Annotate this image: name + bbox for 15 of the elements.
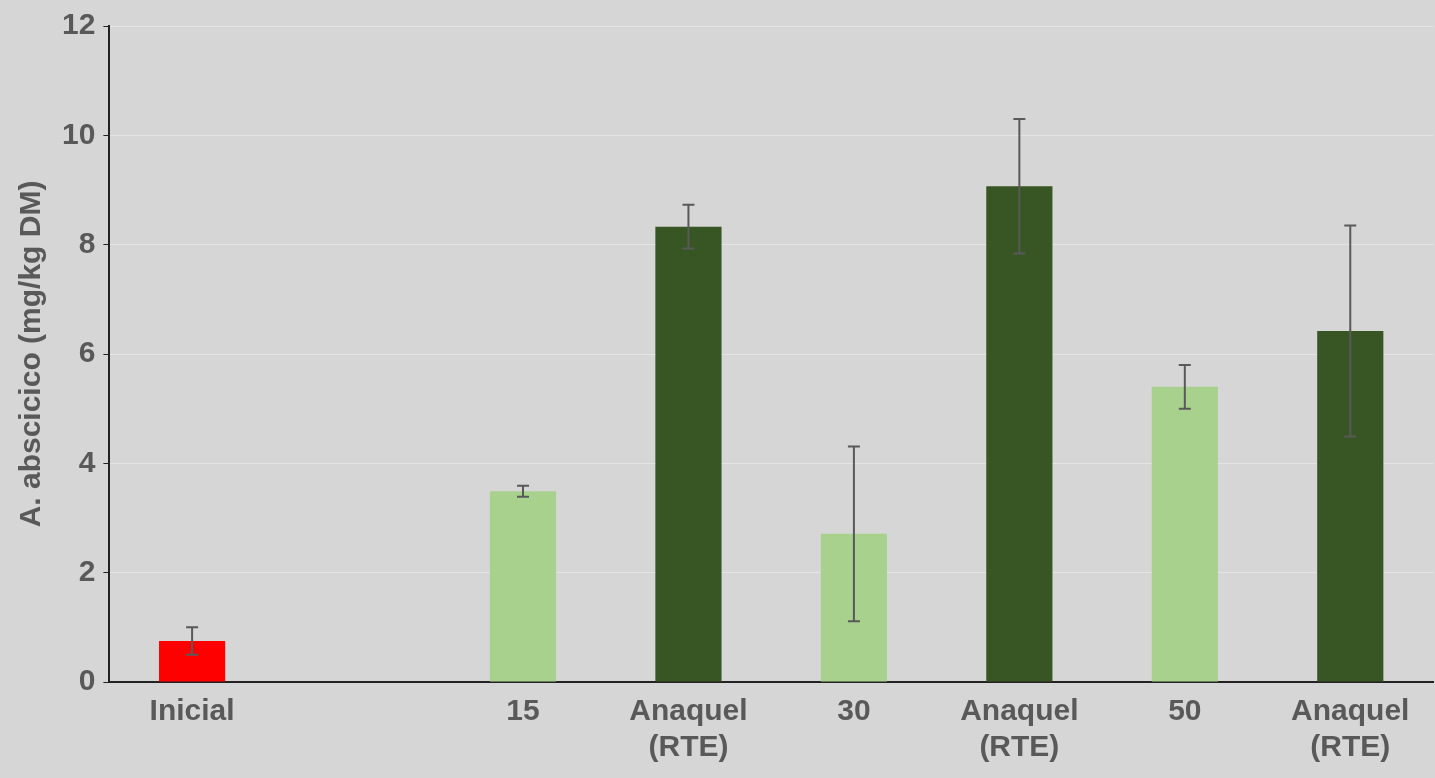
y-tick-label: 10 [61,116,96,150]
y-tick-label: 0 [78,663,96,697]
y-tick-label: 6 [78,335,96,369]
y-tick-label: 12 [61,7,96,41]
y-axis-title: A. abscicico (mg/kg DM) [13,180,47,528]
x-tick-label: 15 [506,693,540,727]
x-tick-label: Anaquel (RTE) [629,693,748,763]
y-tick-label: 8 [78,225,96,259]
x-tick-label: Inicial [149,693,235,727]
x-tick-label: Anaquel (RTE) [1291,693,1410,763]
x-tick-label: 50 [1168,693,1202,727]
y-tick-label: 2 [78,553,96,587]
x-tick-label: Anaquel (RTE) [960,693,1079,763]
x-tick-label: 30 [837,693,871,727]
y-tick-label: 4 [78,444,96,478]
